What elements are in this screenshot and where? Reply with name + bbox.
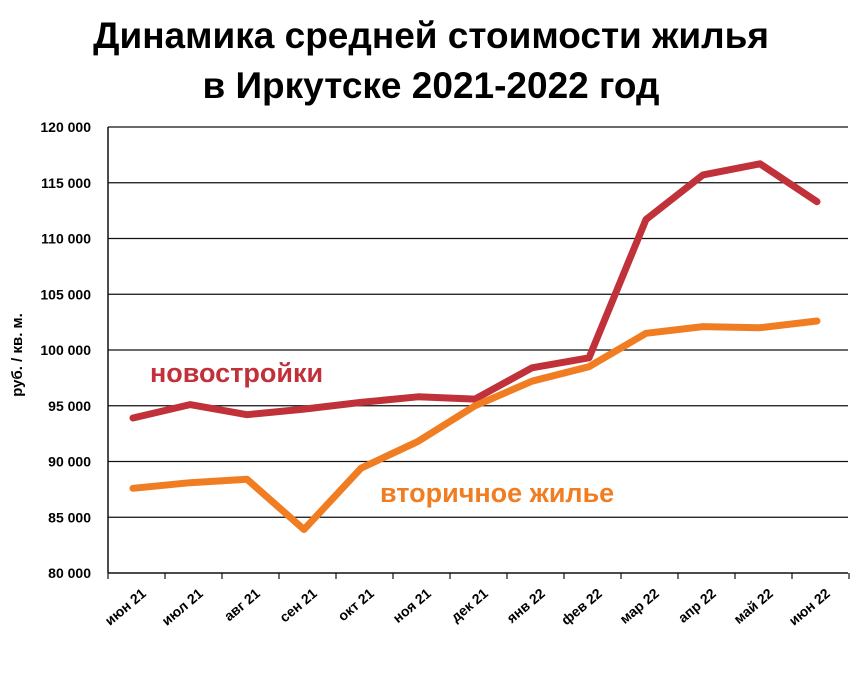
y-tick-label: 120 000 <box>40 119 91 135</box>
x-tick-label: фев 22 <box>558 585 605 628</box>
y-axis-label: руб. / кв. м. <box>9 313 26 397</box>
y-tick-labels: 80 000 85 000 90 000 95 000 100 000 105 000 11… <box>40 119 91 581</box>
y-tick-label: 110 000 <box>41 231 91 247</box>
x-tick-label: апр 22 <box>675 585 719 626</box>
x-tick-label: дек 21 <box>448 585 491 625</box>
x-tick-label: окт 21 <box>335 585 378 624</box>
series-lines <box>129 160 821 533</box>
x-tick-label: июл 21 <box>158 585 206 629</box>
y-tick-label: 80 000 <box>48 565 91 581</box>
x-tick-label: июн 22 <box>786 585 834 629</box>
series-label: вторичное жилье <box>380 478 614 508</box>
series-line <box>129 317 821 533</box>
x-tick-label: июн 21 <box>102 585 150 629</box>
x-tick-label: сен 21 <box>276 585 320 625</box>
x-tick-label: мар 22 <box>616 585 662 627</box>
series-label: новостройки <box>150 358 323 388</box>
y-tick-label: 90 000 <box>48 454 91 470</box>
grid-lines <box>108 126 848 518</box>
x-tick-labels: июн 21 июл 21 авг 21 сен 21 окт 21 ноя 21 дек … <box>102 585 834 629</box>
x-tick-label: ноя 21 <box>390 585 435 626</box>
y-tick-label: 105 000 <box>40 286 91 302</box>
y-tick-label: 115 000 <box>41 175 91 191</box>
x-tick-label: май 22 <box>730 585 776 627</box>
axes <box>107 127 850 579</box>
x-tick-label: авг 21 <box>221 585 263 624</box>
y-tick-label: 85 000 <box>48 509 91 525</box>
chart-title-line1: Динамика средней стоимости жилья <box>93 15 769 56</box>
x-tick-label: янв 22 <box>503 585 548 626</box>
y-tick-label: 95 000 <box>48 398 91 414</box>
series-labels: новостройки вторичное жилье <box>150 358 614 508</box>
series-line <box>129 160 821 422</box>
y-tick-label: 100 000 <box>40 342 91 358</box>
chart-title-line2: в Иркутске 2021-2022 год <box>202 65 660 106</box>
